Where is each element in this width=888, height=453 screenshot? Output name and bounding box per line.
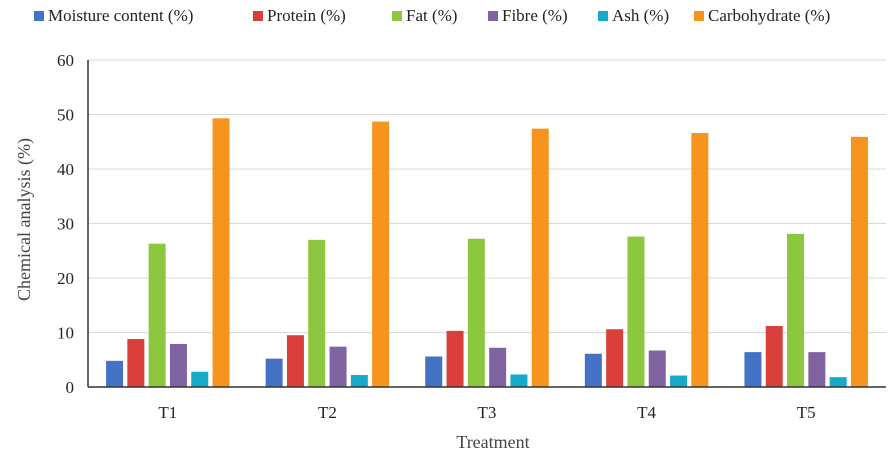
bar — [106, 360, 124, 387]
y-tick-label: 0 — [66, 378, 75, 397]
legend-label: Fat (%) — [406, 6, 457, 25]
y-tick-label: 60 — [57, 51, 74, 70]
x-tick-label: T2 — [318, 403, 337, 422]
bar — [691, 133, 709, 387]
x-tick-label: T3 — [478, 403, 497, 422]
bar — [467, 238, 485, 387]
bar — [787, 233, 805, 387]
bar — [127, 339, 145, 387]
x-tick-labels: T1 T2 T3 T4 T5 — [158, 403, 815, 422]
bar — [584, 353, 602, 387]
bar — [372, 121, 390, 388]
legend-label: Fibre (%) — [502, 6, 568, 25]
bars — [106, 118, 868, 388]
bar — [627, 236, 645, 387]
legend-swatch — [694, 11, 704, 21]
y-tick-label: 20 — [57, 269, 74, 288]
x-tick-label: T1 — [158, 403, 177, 422]
bar — [286, 335, 304, 387]
bar — [606, 329, 624, 387]
y-axis-title: Chemical analysis (%) — [14, 138, 35, 301]
y-tick-label: 40 — [57, 160, 74, 179]
gridlines — [88, 59, 886, 333]
legend-swatch — [34, 11, 44, 21]
legend-swatch — [253, 11, 263, 21]
legend-swatch — [598, 11, 608, 21]
y-tick-labels: 0 10 20 30 40 50 60 — [57, 51, 74, 397]
bar — [350, 375, 368, 387]
y-tick-label: 30 — [57, 215, 74, 234]
legend-label: Moisture content (%) — [48, 6, 193, 25]
bar — [765, 325, 783, 387]
bar — [212, 118, 230, 387]
bar — [425, 356, 443, 387]
bar — [808, 352, 826, 387]
bar — [446, 330, 464, 387]
legend: Moisture content (%) Protein (%) Fat (%) Fi… — [34, 6, 830, 25]
bar — [850, 136, 868, 387]
y-tick-label: 50 — [57, 106, 74, 125]
x-tick-label: T4 — [637, 403, 656, 422]
bar — [191, 371, 209, 387]
bar — [329, 346, 347, 387]
bar — [148, 243, 166, 387]
x-tick-label: T5 — [797, 403, 816, 422]
bar — [265, 358, 283, 387]
legend-swatch — [392, 11, 402, 21]
bar — [744, 352, 762, 387]
bar — [531, 128, 549, 388]
bar — [670, 375, 688, 387]
bar — [169, 343, 187, 387]
legend-label: Ash (%) — [612, 6, 669, 25]
bar — [489, 347, 507, 387]
legend-swatch — [488, 11, 498, 21]
legend-label: Carbohydrate (%) — [708, 6, 830, 25]
bar — [308, 239, 326, 387]
bar — [510, 374, 528, 387]
x-axis-title: Treatment — [456, 432, 529, 452]
bar — [648, 350, 666, 387]
legend-label: Protein (%) — [267, 6, 346, 25]
y-tick-label: 10 — [57, 324, 74, 343]
bar — [829, 377, 847, 387]
